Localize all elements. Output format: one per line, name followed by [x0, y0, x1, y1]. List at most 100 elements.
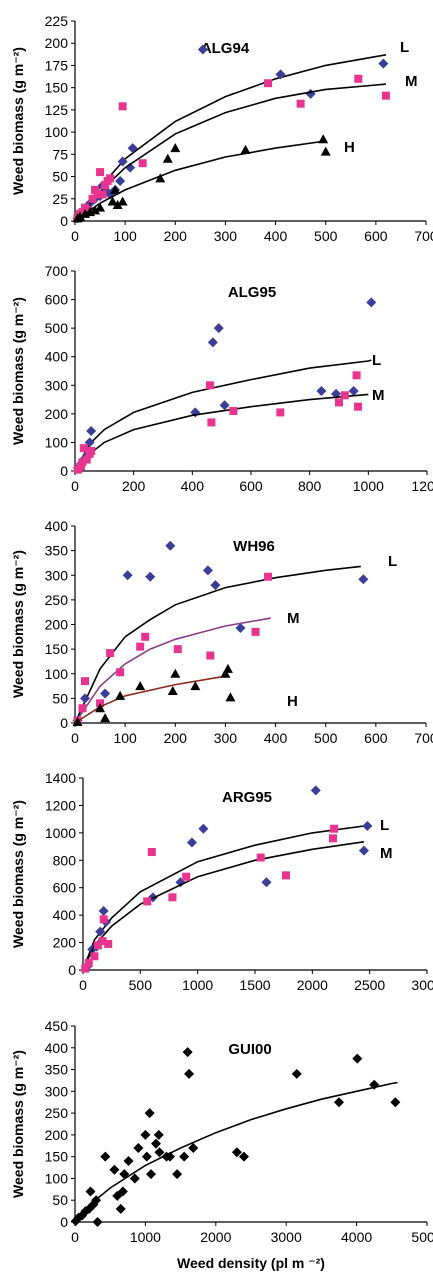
y-tick-label: 200 [45, 1127, 69, 1143]
fit-curve-l [74, 565, 361, 724]
y-tick-label: 700 [45, 263, 69, 279]
y-tick-label: 225 [45, 13, 69, 29]
data-point-diamond [141, 1151, 152, 1162]
data-point-square [143, 897, 152, 906]
data-point-diamond [80, 693, 91, 704]
y-tick-label: 800 [53, 852, 77, 868]
data-point-triangle [112, 200, 123, 209]
series-label-m: M [372, 387, 385, 404]
data-point-diamond [146, 1169, 157, 1180]
chart-panel-wh96: 0 50 100 150 200 250 300 350 400 0 100 200 300 400 500… [10, 518, 433, 746]
y-tick-label: 250 [45, 592, 69, 608]
data-point-triangle [162, 153, 173, 163]
data-point-square [118, 102, 127, 111]
data-point-square [281, 871, 290, 880]
data-point-diamond [352, 1053, 363, 1064]
series-label-l: L [388, 553, 397, 570]
x-tick-label: 200 [164, 228, 188, 244]
data-point-diamond [144, 1108, 155, 1119]
y-tick-label: 1000 [45, 825, 76, 841]
series-label-l: L [372, 352, 381, 369]
data-point-diamond [310, 785, 321, 796]
data-point-square [206, 651, 215, 660]
data-point-diamond [133, 1142, 144, 1153]
data-point-square [83, 206, 92, 215]
x-tick-label: 4000 [341, 1229, 372, 1245]
data-point-triangle [225, 692, 236, 702]
y-tick-label: 200 [45, 35, 69, 51]
data-point-square [328, 834, 337, 843]
data-point-triangle [72, 717, 83, 727]
data-point-diamond [95, 926, 106, 937]
data-point-square [229, 407, 238, 415]
chart-panel-gui00: 0 50 100 150 200 250 300 350 400 450 0 1000 2000 3000… [10, 1018, 433, 1245]
x-tick-label: 1200 [411, 478, 433, 494]
data-point-diamond [219, 400, 230, 411]
data-point-diamond [305, 88, 316, 99]
x-tick-label: 400 [181, 478, 205, 494]
data-point-diamond [210, 580, 221, 591]
data-point-square [106, 174, 115, 183]
x-tick-label: 1000 [353, 478, 384, 494]
y-tick-label: 500 [45, 320, 69, 336]
data-point-diamond [198, 823, 209, 834]
data-point-diamond [122, 570, 133, 581]
data-point-triangle [220, 668, 231, 678]
x-tick-label: 500 [314, 228, 338, 244]
data-point-square [276, 408, 285, 417]
data-point-diamond [358, 574, 369, 585]
fit-curve-l [82, 825, 365, 971]
x-tick-label: 600 [239, 478, 263, 494]
x-tick-label: 600 [364, 730, 388, 746]
x-tick-label: 200 [122, 478, 146, 494]
data-point-triangle [170, 668, 181, 678]
chart-title: GUI00 [228, 1041, 271, 1058]
y-tick-label: 1400 [45, 770, 76, 786]
data-point-diamond [172, 1169, 183, 1180]
fit-curve-l [74, 54, 387, 222]
data-point-triangle [90, 205, 101, 215]
x-tick-label: 1000 [182, 977, 213, 993]
data-point-triangle [167, 685, 178, 695]
data-point-square [81, 677, 90, 686]
data-point-diamond [125, 162, 136, 173]
y-tick-label: 0 [68, 962, 76, 978]
data-point-square [93, 941, 102, 950]
data-point-square [99, 915, 108, 924]
data-point-diamond [231, 1147, 242, 1158]
data-point-square [90, 952, 99, 961]
data-point-triangle [190, 681, 201, 691]
data-point-square [93, 190, 102, 199]
y-tick-label: 150 [45, 1149, 69, 1165]
series-label-l: L [400, 39, 409, 56]
y-tick-label: 1200 [45, 797, 76, 813]
x-tick-label: 2000 [297, 977, 328, 993]
x-tick-label: 2000 [200, 1229, 231, 1245]
data-point-triangle [75, 211, 86, 221]
data-point-diamond [238, 1151, 249, 1162]
x-tick-label: 200 [164, 730, 188, 746]
y-tick-label: 0 [60, 463, 68, 479]
chart-title: ALG94 [201, 40, 250, 57]
data-point-square [354, 402, 363, 411]
x-tick-label: 0 [79, 977, 87, 993]
data-point-diamond [197, 44, 208, 55]
data-point-diamond [179, 1151, 190, 1162]
data-point-square [98, 190, 107, 199]
x-tick-label: 300 [214, 730, 238, 746]
data-point-square [352, 371, 361, 380]
x-tick-label: 1500 [239, 977, 270, 993]
data-point-diamond [140, 1129, 151, 1140]
data-point-diamond [207, 337, 218, 348]
data-point-diamond [165, 540, 176, 551]
chart-title: ALG95 [228, 284, 276, 301]
data-point-square [147, 848, 156, 857]
data-point-diamond [184, 1068, 195, 1079]
data-point-square [173, 645, 182, 654]
data-point-diamond [378, 58, 389, 69]
data-point-diamond [165, 1151, 176, 1162]
data-point-diamond [150, 1138, 161, 1149]
series-label-m: M [380, 845, 393, 862]
y-tick-label: 300 [45, 377, 69, 393]
